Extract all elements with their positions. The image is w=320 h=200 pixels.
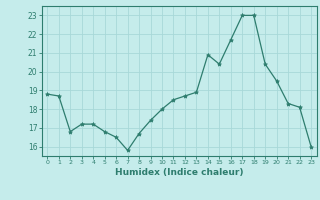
X-axis label: Humidex (Indice chaleur): Humidex (Indice chaleur): [115, 168, 244, 177]
